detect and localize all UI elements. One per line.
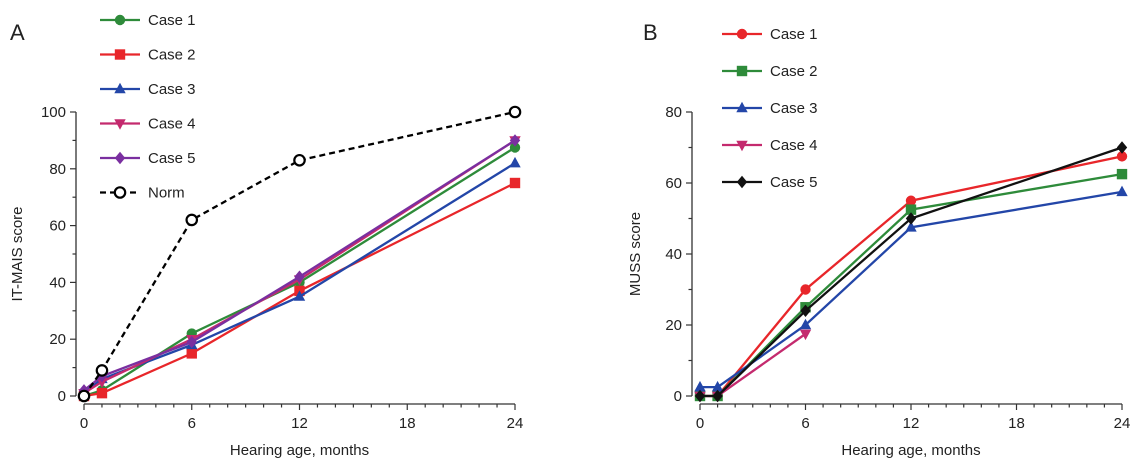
y-axis-label: IT-MAIS score <box>9 206 26 301</box>
y-tick-label: 20 <box>665 317 682 334</box>
data-point <box>1116 141 1128 154</box>
x-tick-label: 0 <box>80 415 88 432</box>
data-point <box>185 213 199 227</box>
data-point <box>186 348 197 359</box>
data-point <box>186 335 197 349</box>
x-axis-label: Hearing age, months <box>230 442 369 459</box>
chart-panel-a: A 0 20 40 60 80 100 0 6 12 18 24 Hearing age, months… <box>9 12 523 459</box>
legend-label: Norm <box>148 185 185 202</box>
y-tick-label: 60 <box>665 175 682 192</box>
data-point <box>294 270 305 283</box>
legend-marker <box>114 49 126 60</box>
legend-label: Case 4 <box>770 137 818 154</box>
data-point <box>96 377 108 388</box>
x-tick-label: 24 <box>1114 415 1131 432</box>
series-case-3 <box>694 185 1128 392</box>
data-point <box>293 290 306 301</box>
data-point <box>905 195 917 206</box>
series-norm <box>77 105 522 403</box>
legend-label: Case 5 <box>770 174 818 191</box>
legend-label: Case 5 <box>148 150 196 167</box>
panel-letter: B <box>643 20 658 45</box>
series-line <box>700 155 1123 398</box>
data-point <box>800 284 811 295</box>
y-tick-label: 60 <box>49 218 66 235</box>
series-case-1 <box>694 151 1128 402</box>
y-tick-label: 0 <box>674 388 682 405</box>
data-point <box>905 204 917 215</box>
x-tick-label: 24 <box>507 415 524 432</box>
chart-panel-b: B 0 20 40 60 80 0 6 12 18 24 Hearing age, months MUS… <box>627 20 1130 459</box>
x-tick-label: 6 <box>801 415 809 432</box>
series-line <box>83 110 516 397</box>
data-point <box>509 142 521 153</box>
legend-label: Case 3 <box>148 81 196 98</box>
series-case-2 <box>78 177 521 402</box>
data-point <box>712 389 723 403</box>
y-tick-label: 40 <box>49 274 66 291</box>
data-point <box>694 389 706 403</box>
panel-letter: A <box>10 20 25 45</box>
legend-label: Case 2 <box>770 63 818 80</box>
legend-marker <box>736 140 748 152</box>
y-tick-label: 0 <box>58 388 66 405</box>
data-point <box>1116 168 1128 180</box>
x-tick-label: 6 <box>188 415 196 432</box>
x-tick-label: 18 <box>399 415 416 432</box>
data-point <box>96 387 108 399</box>
y-tick-label: 100 <box>41 104 66 121</box>
series-case-5 <box>78 134 521 397</box>
series-line <box>83 139 516 392</box>
legend-marker <box>114 151 126 165</box>
data-point <box>905 212 917 225</box>
data-point <box>799 329 812 341</box>
data-point <box>509 177 521 189</box>
data-point <box>95 364 109 377</box>
legend-marker <box>736 28 748 40</box>
x-tick-label: 12 <box>291 415 308 432</box>
legend-marker <box>114 14 126 26</box>
data-point <box>509 134 521 147</box>
legend-label: Case 1 <box>148 12 196 29</box>
data-point <box>799 318 812 330</box>
legend-label: Case 4 <box>148 116 196 133</box>
data-point <box>711 380 724 392</box>
data-point <box>905 221 917 232</box>
data-point <box>1116 185 1128 197</box>
series-line <box>83 139 516 395</box>
data-point <box>1116 151 1128 162</box>
legend-label: Case 1 <box>770 26 818 43</box>
data-point <box>509 156 521 168</box>
legend-marker <box>114 82 126 94</box>
series-case-4 <box>694 329 812 403</box>
legend-marker <box>736 65 748 77</box>
legend: Case 1 Case 2 Case 3 Case 4 Case 5 Norm <box>100 12 196 202</box>
x-tick-label: 12 <box>903 415 920 432</box>
data-point <box>508 105 522 119</box>
data-point <box>293 153 306 167</box>
x-tick-label: 0 <box>696 415 704 432</box>
series-case-5 <box>694 141 1128 403</box>
legend-marker <box>113 186 127 199</box>
legend-marker <box>736 175 748 189</box>
data-point <box>694 380 706 392</box>
legend-label: Case 3 <box>770 100 818 117</box>
x-axis-label: Hearing age, months <box>841 442 980 459</box>
legend-marker <box>114 119 126 130</box>
legend-label: Case 2 <box>148 47 196 64</box>
data-point <box>800 304 811 317</box>
legend: Case 1 Case 2 Case 3 Case 4 Case 5 <box>722 26 818 191</box>
data-point <box>77 389 91 403</box>
y-tick-label: 20 <box>49 331 66 348</box>
x-tick-label: 18 <box>1008 415 1025 432</box>
y-tick-label: 80 <box>665 104 682 121</box>
y-tick-label: 40 <box>665 246 682 263</box>
y-axis-label: MUSS score <box>627 212 644 296</box>
legend-marker <box>736 101 748 113</box>
y-tick-label: 80 <box>49 161 66 178</box>
